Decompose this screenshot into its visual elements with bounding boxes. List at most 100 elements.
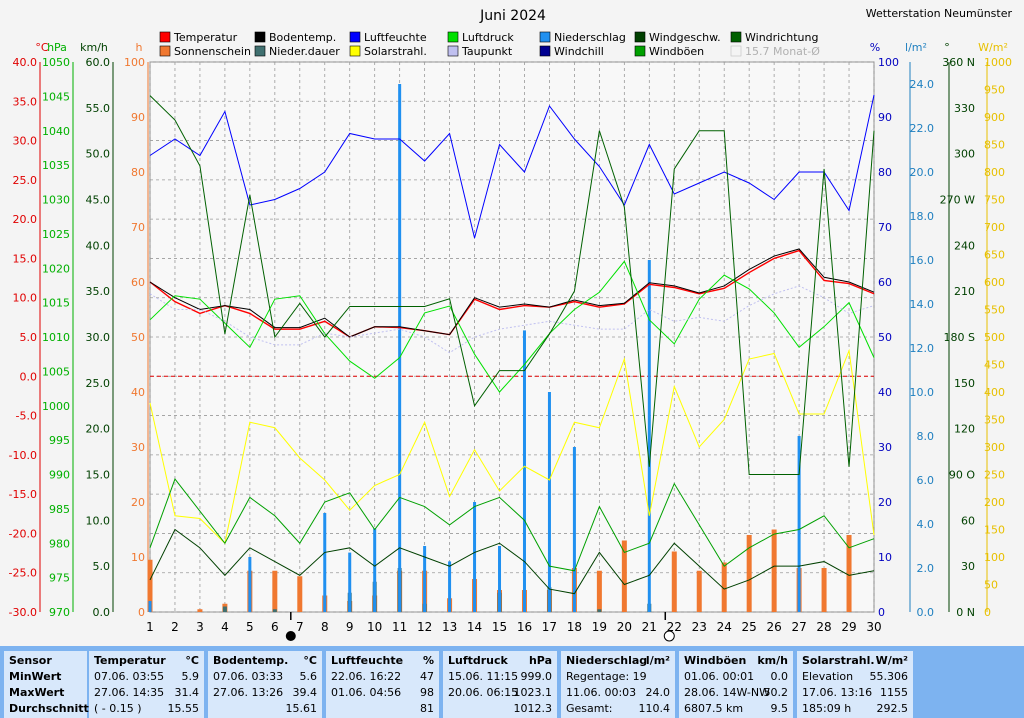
- legend-label: Windgeschw.: [649, 31, 721, 44]
- x-tick-label: 23: [692, 620, 707, 634]
- axis-tick-label: 1035: [42, 159, 70, 172]
- stats-row: 11.06. 00:03 24.0: [561, 685, 675, 701]
- stats-cell-label: 11.06. 00:03: [566, 686, 637, 699]
- axis-tick-label: 150: [984, 524, 1005, 537]
- series-line-windrichtung: [149, 95, 875, 475]
- axis-tick-label: 0 N: [956, 606, 975, 619]
- stats-cell-value: 999.0: [520, 670, 553, 683]
- stats-cell-label: Elevation: [802, 670, 854, 683]
- stats-panel: Luftdruck hPa 15.06. 11:15 999.0 20.06. 06:1…: [443, 651, 557, 718]
- axis-tick-label: 210: [954, 285, 975, 298]
- stats-cell-value: 9.5: [770, 702, 789, 715]
- stats-cell-label: 07.06. 03:55: [94, 670, 165, 683]
- stats-panel-header: Luftfeuchte%: [326, 653, 439, 669]
- axis-tick-label: 240: [954, 239, 975, 252]
- axis-tick-label: 0: [878, 606, 885, 619]
- axis-tick-label: -30.0: [9, 606, 37, 619]
- stats-panel-unit: hPa: [528, 654, 552, 667]
- axis-tick-label: 45.0: [86, 194, 111, 207]
- axis-tick-label: 250: [984, 469, 1005, 482]
- bar-sonnenschein: [197, 609, 203, 612]
- bar-sonnenschein: [771, 529, 777, 612]
- axis-tick-label: 24.0: [910, 78, 935, 91]
- legend-label: Luftfeuchte: [364, 31, 427, 44]
- stats-cell-label: 27.06. 14:35: [94, 686, 165, 699]
- axis-unit: h: [136, 41, 143, 54]
- axis-tick-label: 5.0: [20, 331, 38, 344]
- axis-tick-label: -25.0: [9, 567, 37, 580]
- axis-tick-label: 20: [131, 496, 145, 509]
- stats-avg-label: Durchschnitt: [9, 702, 89, 715]
- stats-panel-header: Solarstrahl. W/m²: [797, 653, 913, 669]
- x-tick-label: 5: [246, 620, 254, 634]
- x-tick-label: 24: [717, 620, 732, 634]
- stats-cell-value: 98: [420, 686, 434, 699]
- stats-label-panel: Sensor MinWert MaxWert Durchschnitt: [4, 651, 89, 718]
- legend: Temperatur Bodentemp. Luftfeuchte Luftdruck…: [159, 31, 820, 58]
- bar-sonnenschein: [596, 570, 602, 612]
- axis-tick-label: 900: [984, 111, 1005, 124]
- axis-tick-label: 995: [49, 434, 70, 447]
- stats-row: 07.06. 03:55 5.9: [89, 669, 204, 685]
- axis-tick-label: 100: [984, 551, 1005, 564]
- x-tick-label: 10: [367, 620, 382, 634]
- bar-niederschlag: [398, 84, 402, 612]
- x-tick-label: 14: [467, 620, 482, 634]
- legend-swatch: [159, 31, 171, 43]
- stats-panel-header: Luftdruck hPa: [443, 653, 557, 669]
- axis-tick-label: 100: [878, 56, 899, 69]
- axis-tick-label: 5.0: [93, 560, 111, 573]
- axis-tick-label: 60: [878, 276, 892, 289]
- x-tick-label: 19: [592, 620, 607, 634]
- stats-row: 15.61: [208, 701, 322, 717]
- axis-unit: km/h: [80, 41, 108, 54]
- axis-tick-label: 35.0: [13, 95, 38, 108]
- axis-tick-label: 30: [878, 441, 892, 454]
- stats-cell-label: 07.06. 03:33: [213, 670, 284, 683]
- axis-tick-label: 12.0: [910, 342, 935, 355]
- stats-row: 28.06. 14W-NW 50.2: [679, 685, 793, 701]
- axis-tick-label: 10.0: [13, 292, 38, 305]
- axis-unit: hPa: [47, 41, 67, 54]
- axis-tick-label: 20.0: [910, 166, 935, 179]
- legend-swatch: [539, 31, 551, 43]
- bar-niederschlag: [148, 601, 152, 612]
- stats-panel-header: Niederschlag l/m²: [561, 653, 675, 669]
- axis-tick-label: 40.0: [86, 239, 111, 252]
- lines-layer: [149, 94, 875, 595]
- axis-tick-label: 975: [49, 572, 70, 585]
- axis-tick-label: 600: [984, 276, 1005, 289]
- axis-tick-label: 1015: [42, 297, 70, 310]
- axis-tick-label: 15.0: [13, 252, 38, 265]
- axis-tick-label: 16.0: [910, 254, 935, 267]
- axis-unit: °C: [35, 41, 49, 54]
- axis-tick-label: 1010: [42, 331, 70, 344]
- axis-unit: °: [944, 41, 950, 54]
- axis-tick-label: 70: [131, 221, 145, 234]
- axis-tick-label: 80: [131, 166, 145, 179]
- axis-tick-label: 1045: [42, 90, 70, 103]
- x-tick-label: 29: [841, 620, 856, 634]
- stats-cell-value: 24.0: [645, 686, 671, 699]
- stats-panel-title: Bodentemp.: [213, 654, 289, 667]
- axis-tick-label: 270 W: [940, 194, 975, 207]
- axis-tick-label: 50: [878, 331, 892, 344]
- stats-row: 6807.5 km 9.5: [679, 701, 793, 717]
- x-tick-label: 18: [567, 620, 582, 634]
- axis-tick-label: 60.0: [86, 56, 111, 69]
- legend-swatch: [349, 45, 361, 57]
- axis-tick-label: 10: [878, 551, 892, 564]
- stats-cell-label: Regentage: 19: [566, 670, 647, 683]
- station-name: Wetterstation Neumünster: [866, 7, 1013, 20]
- stats-row: 185:09 h 292.5: [797, 701, 913, 717]
- axis-tick-label: 25.0: [86, 377, 111, 390]
- axis-tick-label: 350: [984, 414, 1005, 427]
- series-line-windben: [149, 478, 875, 572]
- stats-row: 27.06. 14:35 31.4: [89, 685, 204, 701]
- x-tick-label: 3: [196, 620, 204, 634]
- series-line-bodentemp: [149, 248, 875, 338]
- stats-cell-label: ( - 0.15 ): [94, 702, 142, 715]
- axis-tick-label: 40.0: [13, 56, 38, 69]
- axis-tick-label: 0.0: [917, 606, 935, 619]
- stats-cell-label: Gesamt:: [566, 702, 613, 715]
